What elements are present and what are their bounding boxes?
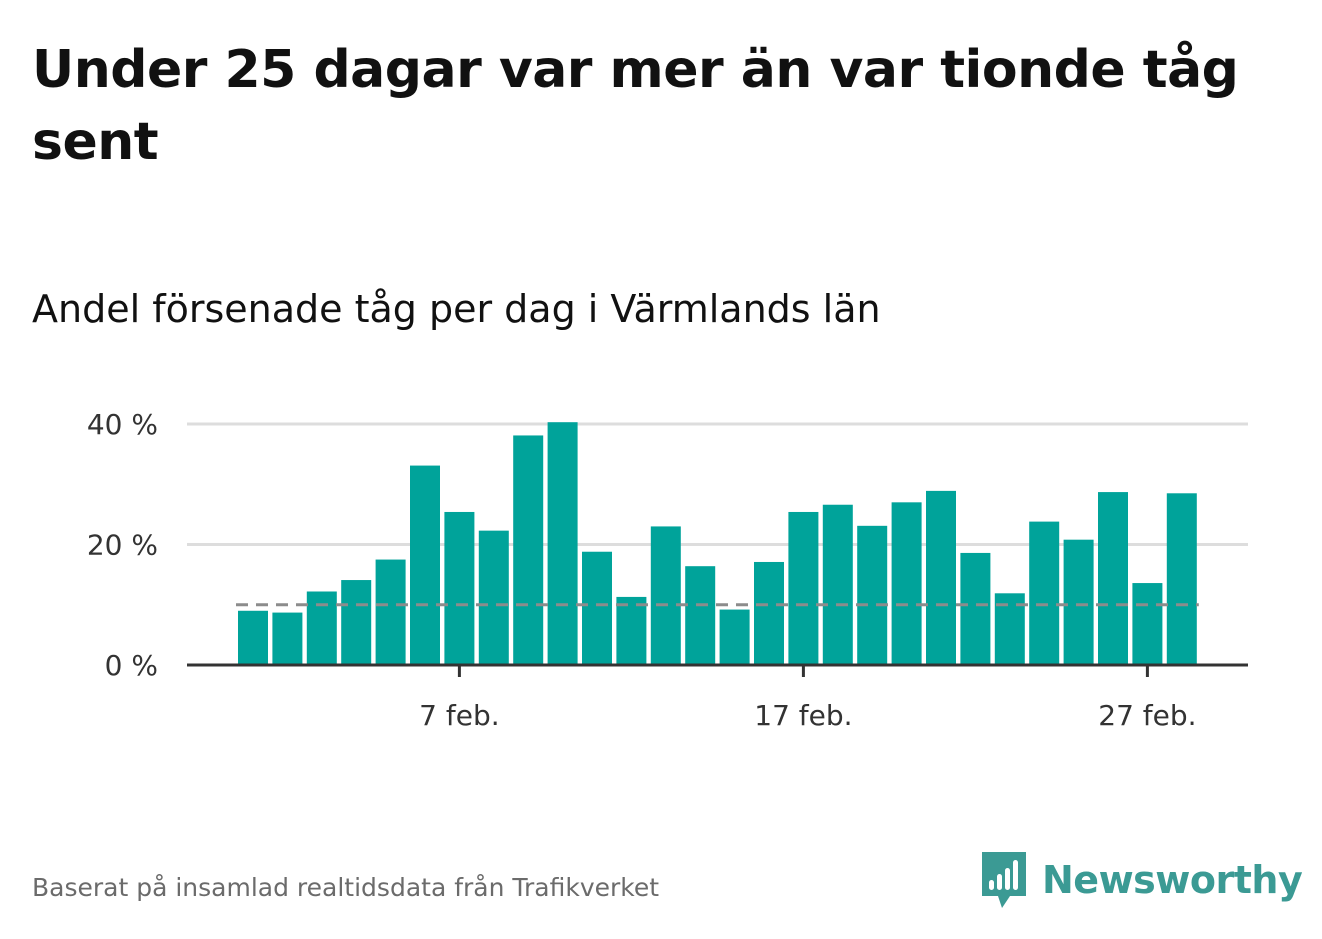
brand-logo: Newsworthy bbox=[980, 848, 1303, 912]
bar bbox=[513, 435, 544, 665]
x-tick-label: 7 feb. bbox=[419, 699, 499, 732]
bar bbox=[547, 422, 578, 665]
newsworthy-logo-icon bbox=[982, 852, 1026, 908]
y-tick-label: 40 % bbox=[87, 408, 158, 441]
bar bbox=[272, 612, 303, 665]
bar bbox=[1132, 583, 1163, 665]
x-tick-label: 17 feb. bbox=[754, 699, 852, 732]
x-tick-label: 27 feb. bbox=[1098, 699, 1196, 732]
chart-subtitle: Andel försenade tåg per dag i Värmlands … bbox=[32, 287, 881, 331]
bar bbox=[410, 465, 440, 665]
bar bbox=[616, 596, 647, 665]
bar bbox=[1029, 521, 1060, 665]
bar bbox=[306, 591, 337, 665]
bar bbox=[719, 609, 750, 665]
bar bbox=[891, 502, 922, 665]
bar bbox=[754, 561, 784, 665]
source-note: Baserat på insamlad realtidsdata från Tr… bbox=[32, 873, 660, 902]
bar bbox=[238, 610, 268, 665]
bar bbox=[650, 526, 681, 665]
brand-name: Newsworthy bbox=[1042, 858, 1303, 902]
bar bbox=[857, 525, 888, 665]
bar bbox=[582, 551, 612, 665]
bar bbox=[444, 511, 475, 665]
chart-title: Under 25 dagar var mer än var tionde tåg… bbox=[32, 40, 1239, 172]
bar bbox=[1166, 493, 1197, 665]
bar bbox=[375, 559, 406, 665]
bar bbox=[341, 580, 372, 665]
bar bbox=[822, 504, 853, 665]
bar bbox=[926, 490, 956, 665]
bar bbox=[788, 511, 819, 665]
bar bbox=[1063, 539, 1094, 665]
bar bbox=[685, 566, 716, 665]
y-tick-label: 0 % bbox=[105, 649, 158, 682]
bar bbox=[960, 552, 991, 665]
y-tick-label: 20 % bbox=[87, 529, 158, 562]
bar bbox=[478, 530, 509, 665]
bar bbox=[1098, 492, 1128, 665]
bar-chart: 0 % 20 % 40 % 7 feb. 17 feb. 27 feb. bbox=[87, 408, 1248, 732]
